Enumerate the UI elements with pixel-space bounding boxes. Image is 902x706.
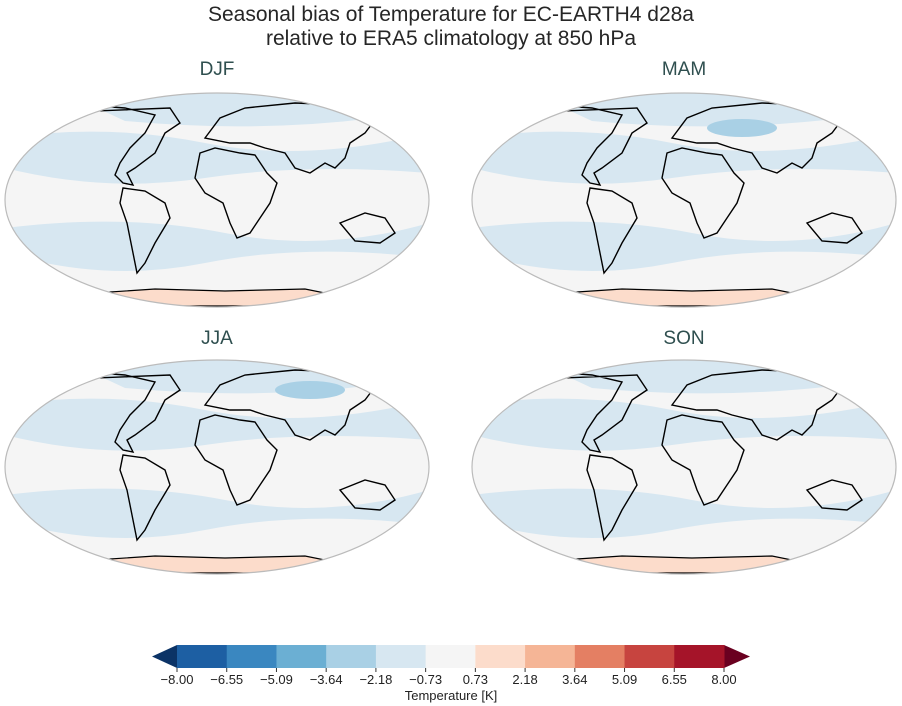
colorbar-segment bbox=[624, 645, 675, 668]
colorbar-tick-label: −5.09 bbox=[260, 672, 293, 687]
colorbar-segment bbox=[574, 645, 626, 668]
colorbar-tick-label: −0.73 bbox=[409, 672, 443, 687]
map-djf bbox=[4, 92, 430, 308]
colorbar-segment bbox=[326, 645, 377, 668]
colorbar-segment bbox=[425, 645, 476, 668]
panel-title-djf: DJF bbox=[199, 59, 235, 80]
colorbar-tick-label: −3.64 bbox=[309, 672, 343, 687]
colorbar-tick-label: 3.64 bbox=[562, 672, 588, 687]
colorbar-tick-label: −2.18 bbox=[359, 672, 393, 687]
panel-title-mam: MAM bbox=[661, 59, 707, 80]
colorbar-tick-label: 8.00 bbox=[711, 672, 737, 687]
colorbar-segment bbox=[674, 645, 725, 668]
colorbar-segment bbox=[276, 645, 327, 668]
colorbar-tick-label: 5.09 bbox=[611, 672, 638, 687]
figure-title-line2: relative to ERA5 climatology at 850 hPa bbox=[265, 27, 637, 50]
colorbar-tick-label: 0.73 bbox=[462, 672, 489, 687]
colorbar-over-triangle bbox=[724, 645, 750, 668]
colorbar-tick-label: −6.55 bbox=[210, 672, 244, 687]
colorbar-segment bbox=[375, 645, 427, 668]
colorbar-segment bbox=[226, 645, 277, 668]
panel-title-jja: JJA bbox=[201, 328, 233, 349]
colorbar-tick-label: 2.18 bbox=[512, 672, 538, 687]
colorbar-label: Temperature [K] bbox=[404, 688, 498, 703]
map-mam bbox=[471, 92, 897, 308]
colorbar-segment bbox=[525, 645, 576, 668]
colorbar-tick-label: −8.00 bbox=[160, 672, 194, 687]
colorbar-segment bbox=[177, 645, 228, 668]
panel-title-son: SON bbox=[663, 328, 705, 349]
colorbar-under-triangle bbox=[152, 645, 177, 668]
colorbar-tick-label: 6.55 bbox=[661, 672, 687, 687]
figure-title-line1: Seasonal bias of Temperature for EC-EART… bbox=[208, 3, 694, 26]
colorbar-segment bbox=[475, 645, 526, 668]
